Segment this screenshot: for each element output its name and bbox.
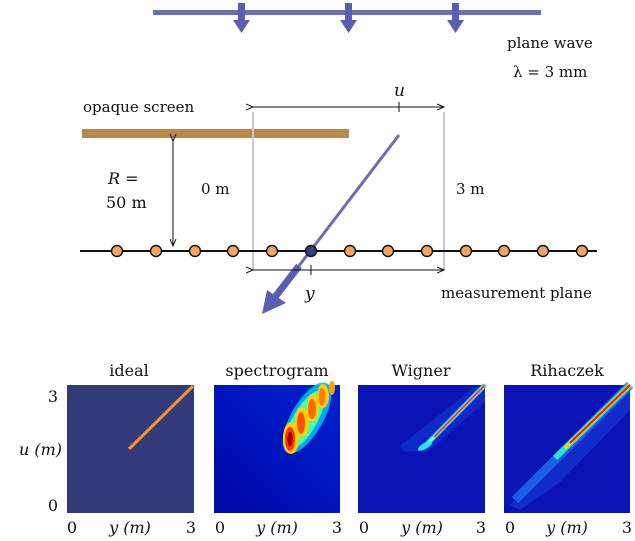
x-axis-left-2: 0 bbox=[215, 518, 225, 537]
ideal-line bbox=[127, 384, 195, 451]
plane-wave bbox=[153, 3, 541, 33]
opaque-screen-label: opaque screen bbox=[83, 98, 195, 116]
x-axis-label-3: y (m) bbox=[400, 518, 443, 537]
x-axis-left-1: 0 bbox=[67, 518, 77, 537]
panel-title-rihaczek: Rihaczek bbox=[530, 361, 604, 380]
sensor bbox=[343, 244, 357, 258]
plane-wave-arrow bbox=[340, 3, 357, 33]
y-axis-label: u (m) bbox=[19, 440, 62, 459]
sensor bbox=[459, 244, 473, 258]
opaque-screen bbox=[82, 129, 349, 138]
zero-m-label: 0 m bbox=[201, 180, 230, 198]
sensor bbox=[381, 244, 395, 258]
spectrogram-blob bbox=[282, 381, 335, 454]
x-axis-label-1: y (m) bbox=[108, 518, 151, 537]
diffracted-ray bbox=[262, 134, 401, 314]
highlighted-sensor bbox=[304, 244, 318, 258]
wavelength-label: λ = 3 mm bbox=[513, 63, 587, 81]
sensor bbox=[188, 244, 202, 258]
sensor bbox=[265, 244, 279, 258]
sensor bbox=[149, 244, 163, 258]
x-axis-right-3: 3 bbox=[476, 518, 486, 537]
y-axis-bottom: 0 bbox=[48, 496, 58, 515]
sensor-array bbox=[110, 244, 589, 258]
measurement-plane-label: measurement plane bbox=[441, 284, 592, 302]
sensor bbox=[420, 244, 434, 258]
sensor bbox=[226, 244, 240, 258]
x-axis-label-2: y (m) bbox=[255, 518, 298, 537]
plane-wave-label: plane wave bbox=[507, 34, 593, 52]
plane-wave-arrow bbox=[233, 3, 250, 33]
sensor bbox=[497, 244, 511, 258]
y-label: y bbox=[304, 284, 315, 304]
y-axis-top: 3 bbox=[48, 387, 58, 406]
distance-label-line2: 50 m bbox=[106, 193, 147, 212]
sensor bbox=[110, 244, 124, 258]
panel-ideal bbox=[67, 384, 195, 513]
panel-spectrogram bbox=[214, 381, 340, 513]
panel-rihaczek bbox=[504, 381, 634, 513]
plane-wave-arrow bbox=[447, 3, 464, 33]
three-m-label: 3 m bbox=[456, 180, 485, 198]
panel-title-wigner: Wigner bbox=[392, 361, 451, 380]
u-label: u bbox=[394, 81, 405, 101]
distance-label-line1: R = bbox=[107, 169, 139, 188]
x-axis-left-4: 0 bbox=[505, 518, 515, 537]
panel-title-spectrogram: spectrogram bbox=[225, 361, 328, 380]
x-axis-right-2: 3 bbox=[332, 518, 342, 537]
sensor bbox=[575, 244, 589, 258]
sensor bbox=[536, 244, 550, 258]
panel-wigner bbox=[358, 383, 487, 513]
x-axis-right-4: 3 bbox=[622, 518, 632, 537]
x-axis-left-3: 0 bbox=[359, 518, 369, 537]
x-axis-label-4: y (m) bbox=[545, 518, 588, 537]
x-axis-right-1: 3 bbox=[186, 518, 196, 537]
panel-title-ideal: ideal bbox=[109, 361, 148, 380]
